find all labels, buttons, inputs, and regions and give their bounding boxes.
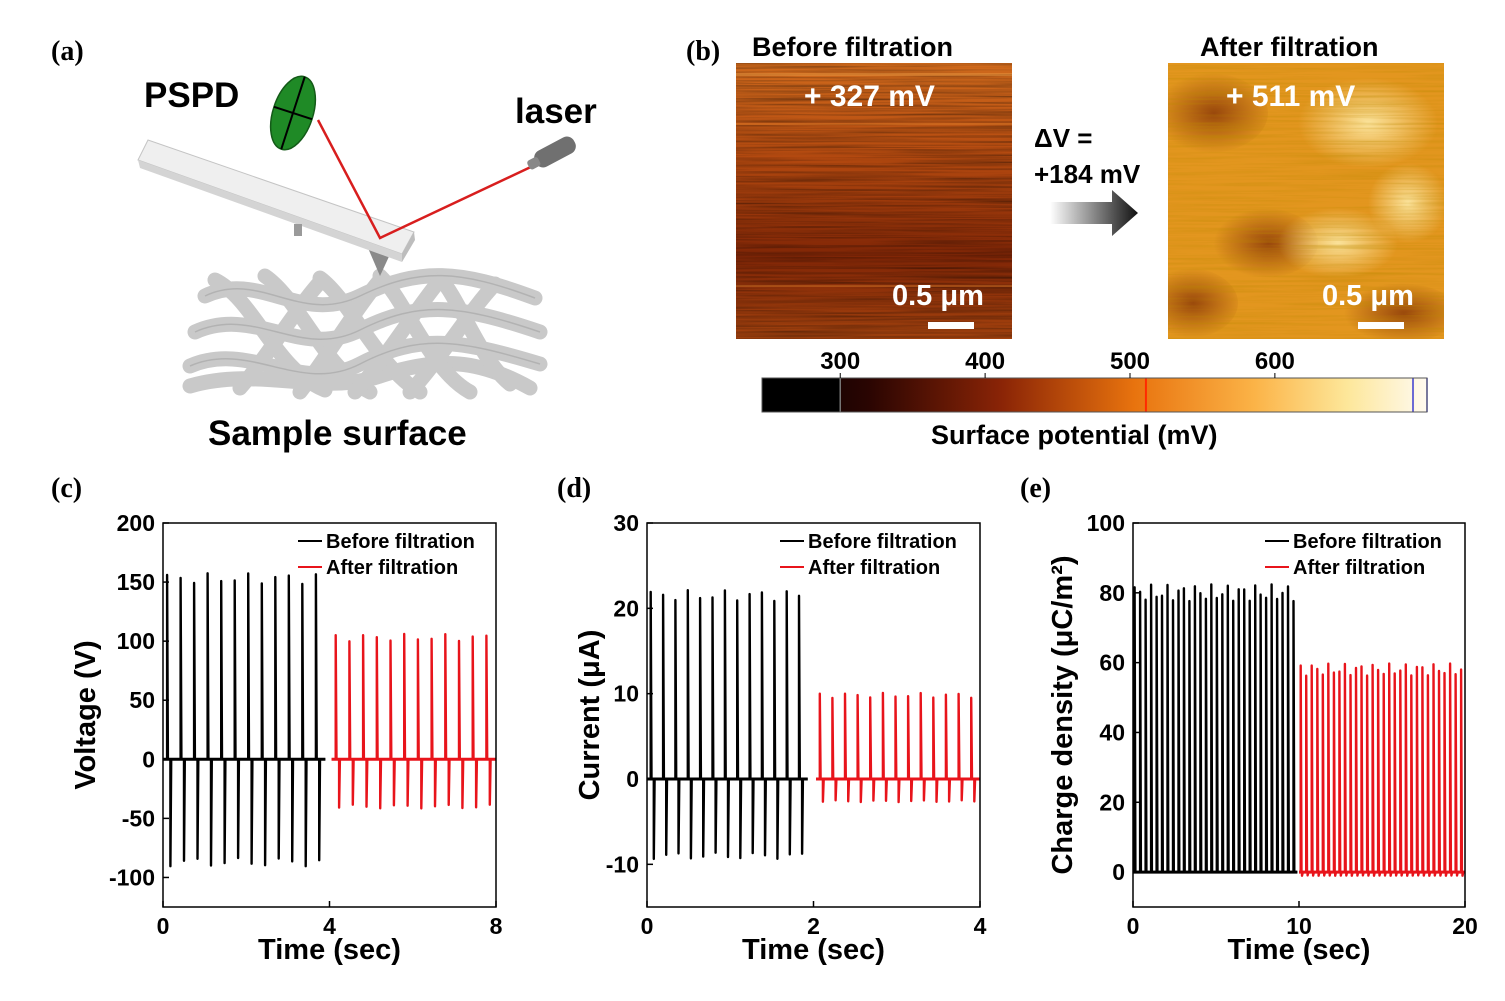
panel-label-d: (d) bbox=[557, 473, 592, 504]
series-line-after bbox=[1299, 662, 1465, 877]
sample-surface-label: Sample surface bbox=[208, 414, 467, 453]
x-tick-label: 0 bbox=[641, 913, 654, 939]
after-scale-label: 0.5 μm bbox=[1322, 280, 1414, 312]
delta-v-line1: ΔV = bbox=[1034, 123, 1093, 153]
colorbar: 300 400 500 600 bbox=[761, 348, 1428, 413]
legend-label: After filtration bbox=[808, 557, 940, 579]
y-tick-label: 0 bbox=[1112, 859, 1125, 885]
x-tick-label: 0 bbox=[157, 913, 170, 939]
y-tick-label: 100 bbox=[1087, 510, 1125, 536]
y-axis-label: Current (μA) bbox=[574, 630, 606, 801]
colorbar-tick-label: 300 bbox=[820, 348, 860, 375]
legend-label: Before filtration bbox=[326, 531, 475, 553]
before-scale-label: 0.5 μm bbox=[892, 280, 984, 312]
voltage-chart: -100 -50 0 50 100 150 200 0 4 8 Time (sec) Voltage … bbox=[70, 510, 503, 966]
panel-label-a: (a) bbox=[51, 36, 84, 67]
x-tick-label: 10 bbox=[1286, 913, 1312, 939]
y-tick-label: 40 bbox=[1099, 719, 1125, 745]
y-tick-label: 0 bbox=[142, 746, 155, 772]
series-line-before bbox=[163, 572, 326, 868]
series-line-after bbox=[331, 632, 496, 810]
y-tick-label: 200 bbox=[117, 510, 155, 536]
y-tick-label: -10 bbox=[606, 851, 639, 877]
y-tick-label: 10 bbox=[613, 681, 639, 707]
after-afm-image bbox=[1168, 63, 1444, 339]
colorbar-frame bbox=[761, 377, 1428, 413]
after-potential-value: + 511 mV bbox=[1226, 80, 1356, 113]
before-afm-image bbox=[736, 63, 1012, 339]
y-axis-label: Charge density (μC/m²) bbox=[1047, 555, 1079, 874]
x-axis-label: Time (sec) bbox=[258, 934, 401, 966]
current-chart: -10 0 10 20 30 0 2 4 Time (sec) Current (μA) Befor… bbox=[574, 510, 987, 966]
panel-label-e: (e) bbox=[1020, 473, 1052, 504]
y-tick-label: 20 bbox=[1099, 789, 1125, 815]
colorbar-tick-label: 500 bbox=[1110, 348, 1150, 375]
legend-label: Before filtration bbox=[1293, 531, 1442, 553]
y-tick-label: 20 bbox=[613, 595, 639, 621]
y-tick-label: 60 bbox=[1099, 650, 1125, 676]
after-image-title: After filtration bbox=[1200, 32, 1379, 62]
pspd-label: PSPD bbox=[144, 76, 240, 115]
kpfm-schematic bbox=[137, 75, 576, 400]
y-tick-label: 30 bbox=[613, 510, 639, 536]
series-line-before bbox=[1133, 583, 1298, 874]
x-axis-label: Time (sec) bbox=[1228, 934, 1371, 966]
x-axis-label: Time (sec) bbox=[742, 934, 885, 966]
x-tick-label: 8 bbox=[490, 913, 503, 939]
x-tick-label: 2 bbox=[807, 913, 820, 939]
y-axis-label: Voltage (V) bbox=[70, 640, 102, 789]
x-tick-label: 20 bbox=[1452, 913, 1478, 939]
series-line-after bbox=[816, 691, 980, 804]
panel-label-c: (c) bbox=[51, 473, 83, 504]
x-tick-label: 0 bbox=[1127, 913, 1140, 939]
plot-frame bbox=[646, 522, 981, 908]
y-tick-label: 0 bbox=[626, 766, 639, 792]
panel-label-b: (b) bbox=[686, 36, 721, 67]
y-tick-label: -50 bbox=[122, 805, 155, 831]
legend-label: After filtration bbox=[1293, 557, 1425, 579]
laser-beam bbox=[316, 119, 536, 240]
y-tick-label: 50 bbox=[129, 687, 155, 713]
colorbar-title: Surface potential (mV) bbox=[931, 420, 1218, 450]
colorbar-low-block bbox=[762, 378, 841, 412]
y-tick-label: 150 bbox=[117, 569, 155, 595]
x-tick-label: 4 bbox=[974, 913, 987, 939]
delta-v-line2: +184 mV bbox=[1034, 159, 1141, 189]
y-tick-label: 100 bbox=[117, 628, 155, 654]
cantilever-icon bbox=[137, 139, 415, 262]
arrow-right-icon bbox=[1050, 190, 1138, 236]
colorbar-gradient bbox=[762, 378, 1427, 412]
legend-label: Before filtration bbox=[808, 531, 957, 553]
after-scale-bar bbox=[1358, 322, 1404, 329]
laser-icon bbox=[527, 136, 576, 170]
series-line-before bbox=[647, 589, 808, 861]
before-scale-bar bbox=[928, 322, 974, 329]
charge-density-chart: 0 20 40 60 80 100 0 10 20 Time (sec) Charge densit… bbox=[1047, 510, 1478, 966]
colorbar-tick-label: 600 bbox=[1255, 348, 1295, 375]
x-tick-label: 4 bbox=[323, 913, 336, 939]
before-image-title: Before filtration bbox=[752, 32, 954, 62]
colorbar-tick-label: 400 bbox=[965, 348, 1005, 375]
legend-label: After filtration bbox=[326, 557, 458, 579]
laser-label: laser bbox=[515, 92, 597, 131]
before-potential-value: + 327 mV bbox=[804, 80, 935, 113]
y-tick-label: 80 bbox=[1099, 580, 1125, 606]
y-tick-label: -100 bbox=[109, 864, 155, 890]
pspd-icon bbox=[269, 75, 317, 151]
